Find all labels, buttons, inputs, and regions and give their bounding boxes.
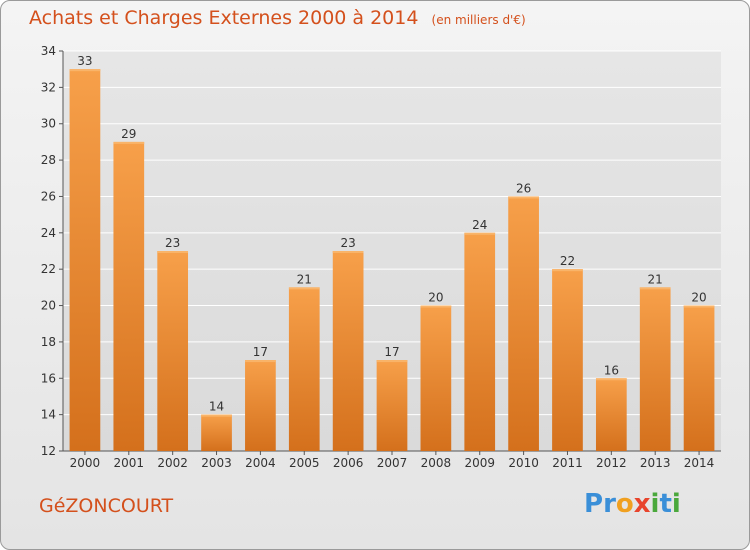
y-tick-label-34: 34: [41, 44, 56, 58]
data-label-2012: 16: [604, 363, 619, 377]
data-label-2004: 17: [253, 345, 268, 359]
data-label-2010: 26: [516, 181, 531, 195]
logo-letter: i: [671, 489, 681, 519]
data-label-2011: 22: [560, 254, 575, 268]
bar-highlight-2000: [69, 69, 101, 72]
data-label-2000: 33: [77, 54, 92, 68]
x-tick-label-2010: 2010: [508, 456, 539, 470]
y-tick-label-18: 18: [41, 335, 56, 349]
x-tick-label-2000: 2000: [70, 456, 101, 470]
bar-2008: [420, 305, 452, 451]
x-tick-label-2009: 2009: [464, 456, 495, 470]
bar-highlight-2014: [683, 305, 715, 308]
bar-2001: [113, 141, 145, 451]
bar-2006: [332, 251, 364, 451]
data-label-2005: 21: [297, 272, 312, 286]
chart-unit: (en milliers d'€): [431, 13, 526, 27]
x-tick-label-2003: 2003: [201, 456, 232, 470]
bar-2013: [639, 287, 671, 451]
data-label-2006: 23: [340, 236, 355, 250]
data-label-2013: 21: [648, 272, 663, 286]
bar-2004: [245, 360, 276, 451]
x-tick-label-2004: 2004: [245, 456, 276, 470]
bar-highlight-2005: [288, 287, 320, 290]
x-tick-label-2001: 2001: [114, 456, 145, 470]
bar-highlight-2001: [113, 141, 145, 144]
bar-2000: [69, 69, 101, 451]
data-label-2008: 20: [428, 291, 443, 305]
bar-highlight-2013: [639, 287, 671, 290]
bar-2009: [464, 232, 496, 451]
data-label-2002: 23: [165, 236, 180, 250]
data-label-2003: 14: [209, 400, 224, 414]
bar-2014: [683, 305, 715, 451]
bar-highlight-2008: [420, 305, 452, 308]
logo-letter: x: [633, 489, 651, 519]
y-tick-label-14: 14: [41, 408, 56, 422]
y-tick-label-26: 26: [41, 189, 56, 203]
bar-highlight-2010: [508, 196, 539, 199]
y-tick-label-20: 20: [41, 299, 56, 313]
y-tick-label-28: 28: [41, 153, 56, 167]
y-tick-label-24: 24: [41, 226, 56, 240]
bar-2005: [288, 287, 320, 451]
x-tick-label-2002: 2002: [157, 456, 188, 470]
bar-highlight-2011: [552, 269, 583, 272]
y-tick-label-16: 16: [41, 371, 56, 385]
bar-2011: [552, 269, 583, 451]
y-tick-label-32: 32: [41, 80, 56, 94]
x-tick-label-2012: 2012: [596, 456, 627, 470]
y-tick-label-30: 30: [41, 117, 56, 131]
logo-letter: t: [659, 489, 672, 519]
x-tick-label-2007: 2007: [377, 456, 408, 470]
data-label-2014: 20: [691, 291, 706, 305]
x-tick-label-2011: 2011: [552, 456, 583, 470]
bar-highlight-2009: [464, 232, 496, 235]
bar-2012: [595, 378, 627, 451]
x-tick-label-2013: 2013: [640, 456, 671, 470]
y-tick-label-12: 12: [41, 444, 56, 458]
bar-highlight-2004: [245, 360, 276, 363]
x-tick-label-2008: 2008: [421, 456, 452, 470]
bar-highlight-2003: [201, 414, 232, 417]
logo-letter: i: [650, 489, 660, 519]
data-label-2007: 17: [384, 345, 399, 359]
x-tick-label-2005: 2005: [289, 456, 320, 470]
bar-highlight-2006: [332, 251, 364, 253]
bar-highlight-2007: [376, 360, 408, 363]
title-block: Achats et Charges Externes 2000 à 2014 (…: [29, 7, 526, 29]
x-tick-label-2014: 2014: [684, 456, 715, 470]
y-tick-label-22: 22: [41, 262, 56, 276]
proxiti-logo: Proxiti: [584, 489, 681, 519]
bar-2003: [201, 414, 232, 451]
commune-name: GéZONCOURT: [39, 495, 174, 517]
chart-title: Achats et Charges Externes 2000 à 2014: [29, 7, 419, 29]
bar-2002: [157, 251, 189, 451]
data-label-2009: 24: [472, 218, 487, 232]
bar-highlight-2002: [157, 251, 189, 253]
logo-letter: r: [603, 489, 616, 519]
bar-highlight-2012: [595, 378, 627, 381]
logo-letter: o: [615, 489, 634, 519]
logo-letter: P: [584, 489, 604, 519]
data-label-2001: 29: [121, 127, 136, 141]
bar-2010: [508, 196, 539, 451]
x-tick-label-2006: 2006: [333, 456, 364, 470]
bar-2007: [376, 360, 408, 451]
